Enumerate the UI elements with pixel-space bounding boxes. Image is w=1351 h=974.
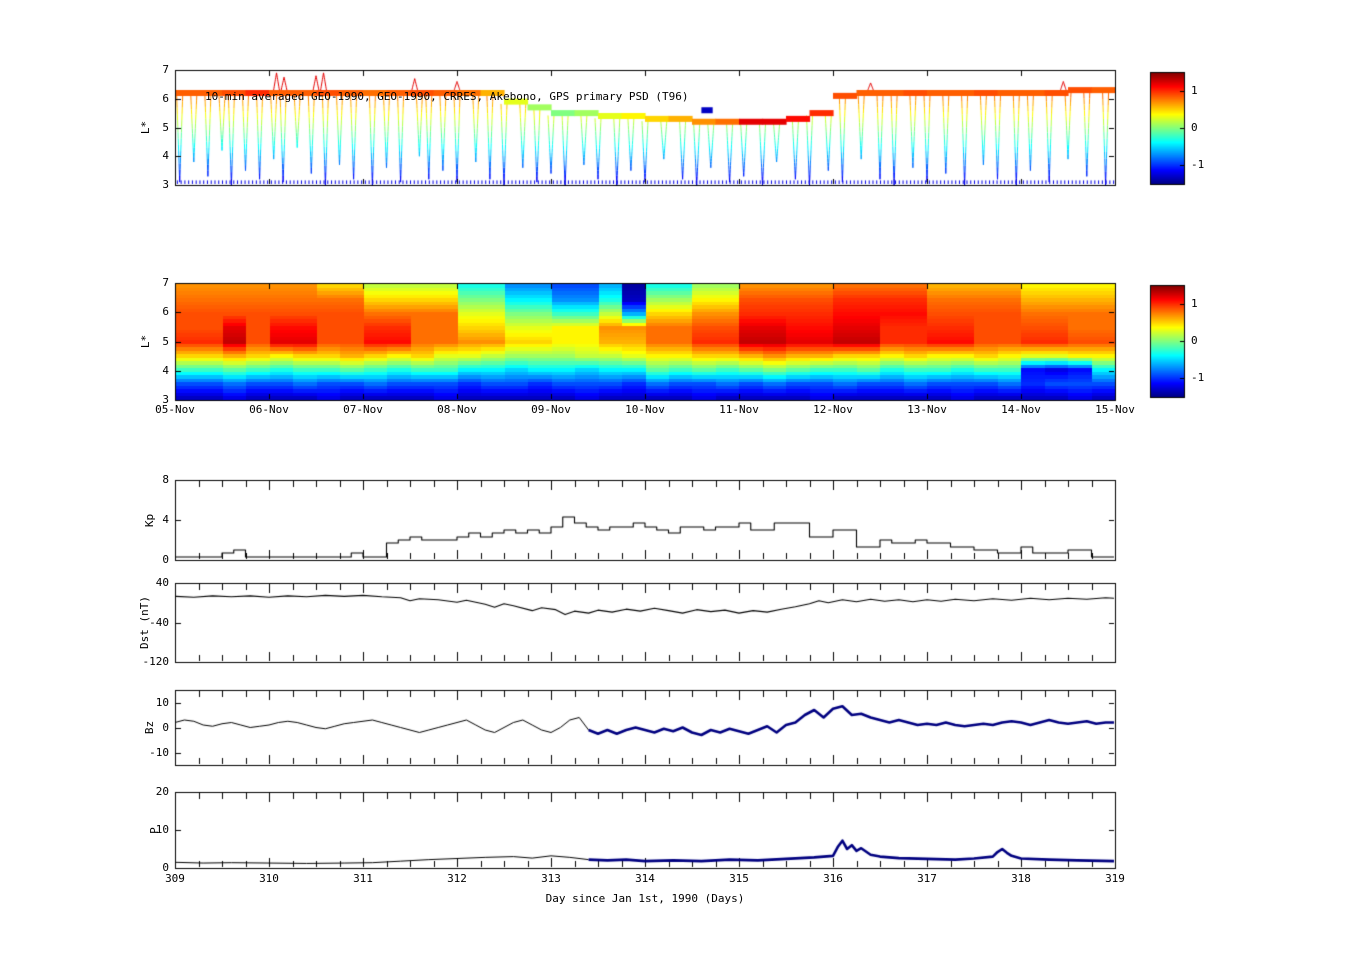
ytick-label-kp: 8 <box>162 473 169 486</box>
xtick-date-label: 13-Nov <box>907 403 947 416</box>
ytick-label-psd_scatter: 7 <box>162 63 169 76</box>
xtick-day-label: 319 <box>1105 872 1125 885</box>
ytick-label-psd_map: 7 <box>162 276 169 289</box>
colorbar-tick-label: 0 <box>1191 121 1198 134</box>
xtick-day-label: 318 <box>1011 872 1031 885</box>
ytick-label-kp: 4 <box>162 513 169 526</box>
colorbar-tick-label: 0 <box>1191 334 1198 347</box>
ytick-label-p: 20 <box>155 785 169 798</box>
xtick-day-label: 310 <box>259 872 279 885</box>
ytick-label-dst: -120 <box>142 655 170 668</box>
xtick-day-label: 317 <box>917 872 937 885</box>
psd-scatter-title: 10-min averaged GEO-1990, GEO-1990, CRRE… <box>205 90 689 103</box>
colorbar-tick-label: -1 <box>1191 371 1205 385</box>
xtick-day-label: 309 <box>165 872 185 885</box>
ytick-label-bz: -10 <box>149 745 169 759</box>
ytick-label-dst: 40 <box>155 576 169 589</box>
colorbar-tick-label: 1 <box>1191 83 1198 97</box>
colorbar-tick-label: 1 <box>1191 296 1198 310</box>
ytick-label-psd_map: 4 <box>162 363 169 377</box>
ytick-label-bz: 0 <box>162 720 169 734</box>
ytick-label-psd_map: 3 <box>162 393 169 406</box>
xtick-date-label: 14-Nov <box>1001 403 1041 416</box>
xtick-day-label: 315 <box>729 872 749 885</box>
xtick-date-label: 08-Nov <box>437 403 477 416</box>
ytick-label-bz: 10 <box>155 695 169 709</box>
ytick-label-p: 0 <box>162 861 169 874</box>
ytick-label-psd_map: 5 <box>162 334 169 348</box>
ytick-label-psd_scatter: 6 <box>162 91 169 105</box>
xtick-date-label: 15-Nov <box>1095 403 1135 416</box>
xtick-day-label: 312 <box>447 872 467 885</box>
ytick-label-kp: 0 <box>162 553 169 566</box>
ytick-label-p: 10 <box>155 823 169 836</box>
xtick-date-label: 05-Nov <box>155 403 195 416</box>
xtick-date-label: 07-Nov <box>343 403 383 416</box>
colorbar-tick-label: -1 <box>1191 158 1205 172</box>
xtick-date-label: 10-Nov <box>625 403 665 416</box>
xtick-day-label: 314 <box>635 872 655 885</box>
ytick-label-psd_scatter: 5 <box>162 120 169 134</box>
xtick-date-label: 09-Nov <box>531 403 571 416</box>
ytick-label-dst: -40 <box>149 615 169 629</box>
ytick-label-psd_scatter: 4 <box>162 149 169 163</box>
xtick-day-label: 311 <box>353 872 373 885</box>
xtick-day-label: 313 <box>541 872 561 885</box>
x-axis-label: Day since Jan 1st, 1990 (Days) <box>545 892 745 905</box>
ytick-label-psd_map: 6 <box>162 305 169 319</box>
xtick-date-label: 11-Nov <box>719 403 759 416</box>
xtick-date-label: 12-Nov <box>813 403 853 416</box>
xtick-date-label: 06-Nov <box>249 403 289 416</box>
xtick-day-label: 316 <box>823 872 843 885</box>
ytick-label-psd_scatter: 3 <box>162 178 169 191</box>
